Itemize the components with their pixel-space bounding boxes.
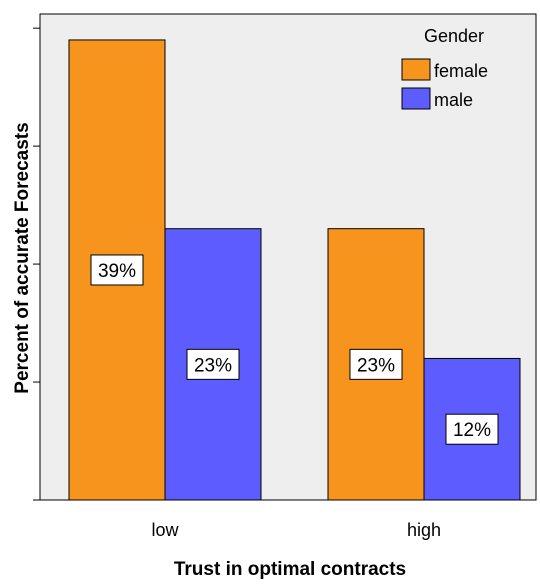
x-axis-label: Trust in optimal contracts (174, 559, 406, 580)
data-label-box-male-high (445, 413, 499, 445)
legend-label-male: male (434, 90, 473, 110)
legend-title: Gender (424, 26, 484, 46)
data-label-female-low: 39% (98, 261, 136, 282)
data-label-box-female-high (349, 348, 403, 380)
data-label-male-high: 12% (453, 420, 491, 441)
data-label-box-female-low (90, 254, 144, 286)
bars-group (68, 39, 521, 501)
x-tick-labels: low high (151, 520, 441, 540)
data-labels-group: 39% 23% 23% 12% (90, 254, 499, 445)
y-axis-label: Percent of accurate Forecasts (12, 122, 33, 393)
legend-label-female: female (434, 61, 488, 81)
data-label-box-male-low (186, 348, 240, 380)
legend: Gender female male (401, 26, 488, 110)
legend-swatch-female (401, 58, 431, 81)
legend-swatch-male (401, 87, 431, 110)
data-label-male-low: 23% (194, 355, 232, 376)
data-label-female-high: 23% (357, 355, 395, 376)
x-tick-label-high: high (407, 520, 441, 540)
y-axis-ticks (33, 27, 40, 501)
x-tick-label-low: low (151, 520, 179, 540)
